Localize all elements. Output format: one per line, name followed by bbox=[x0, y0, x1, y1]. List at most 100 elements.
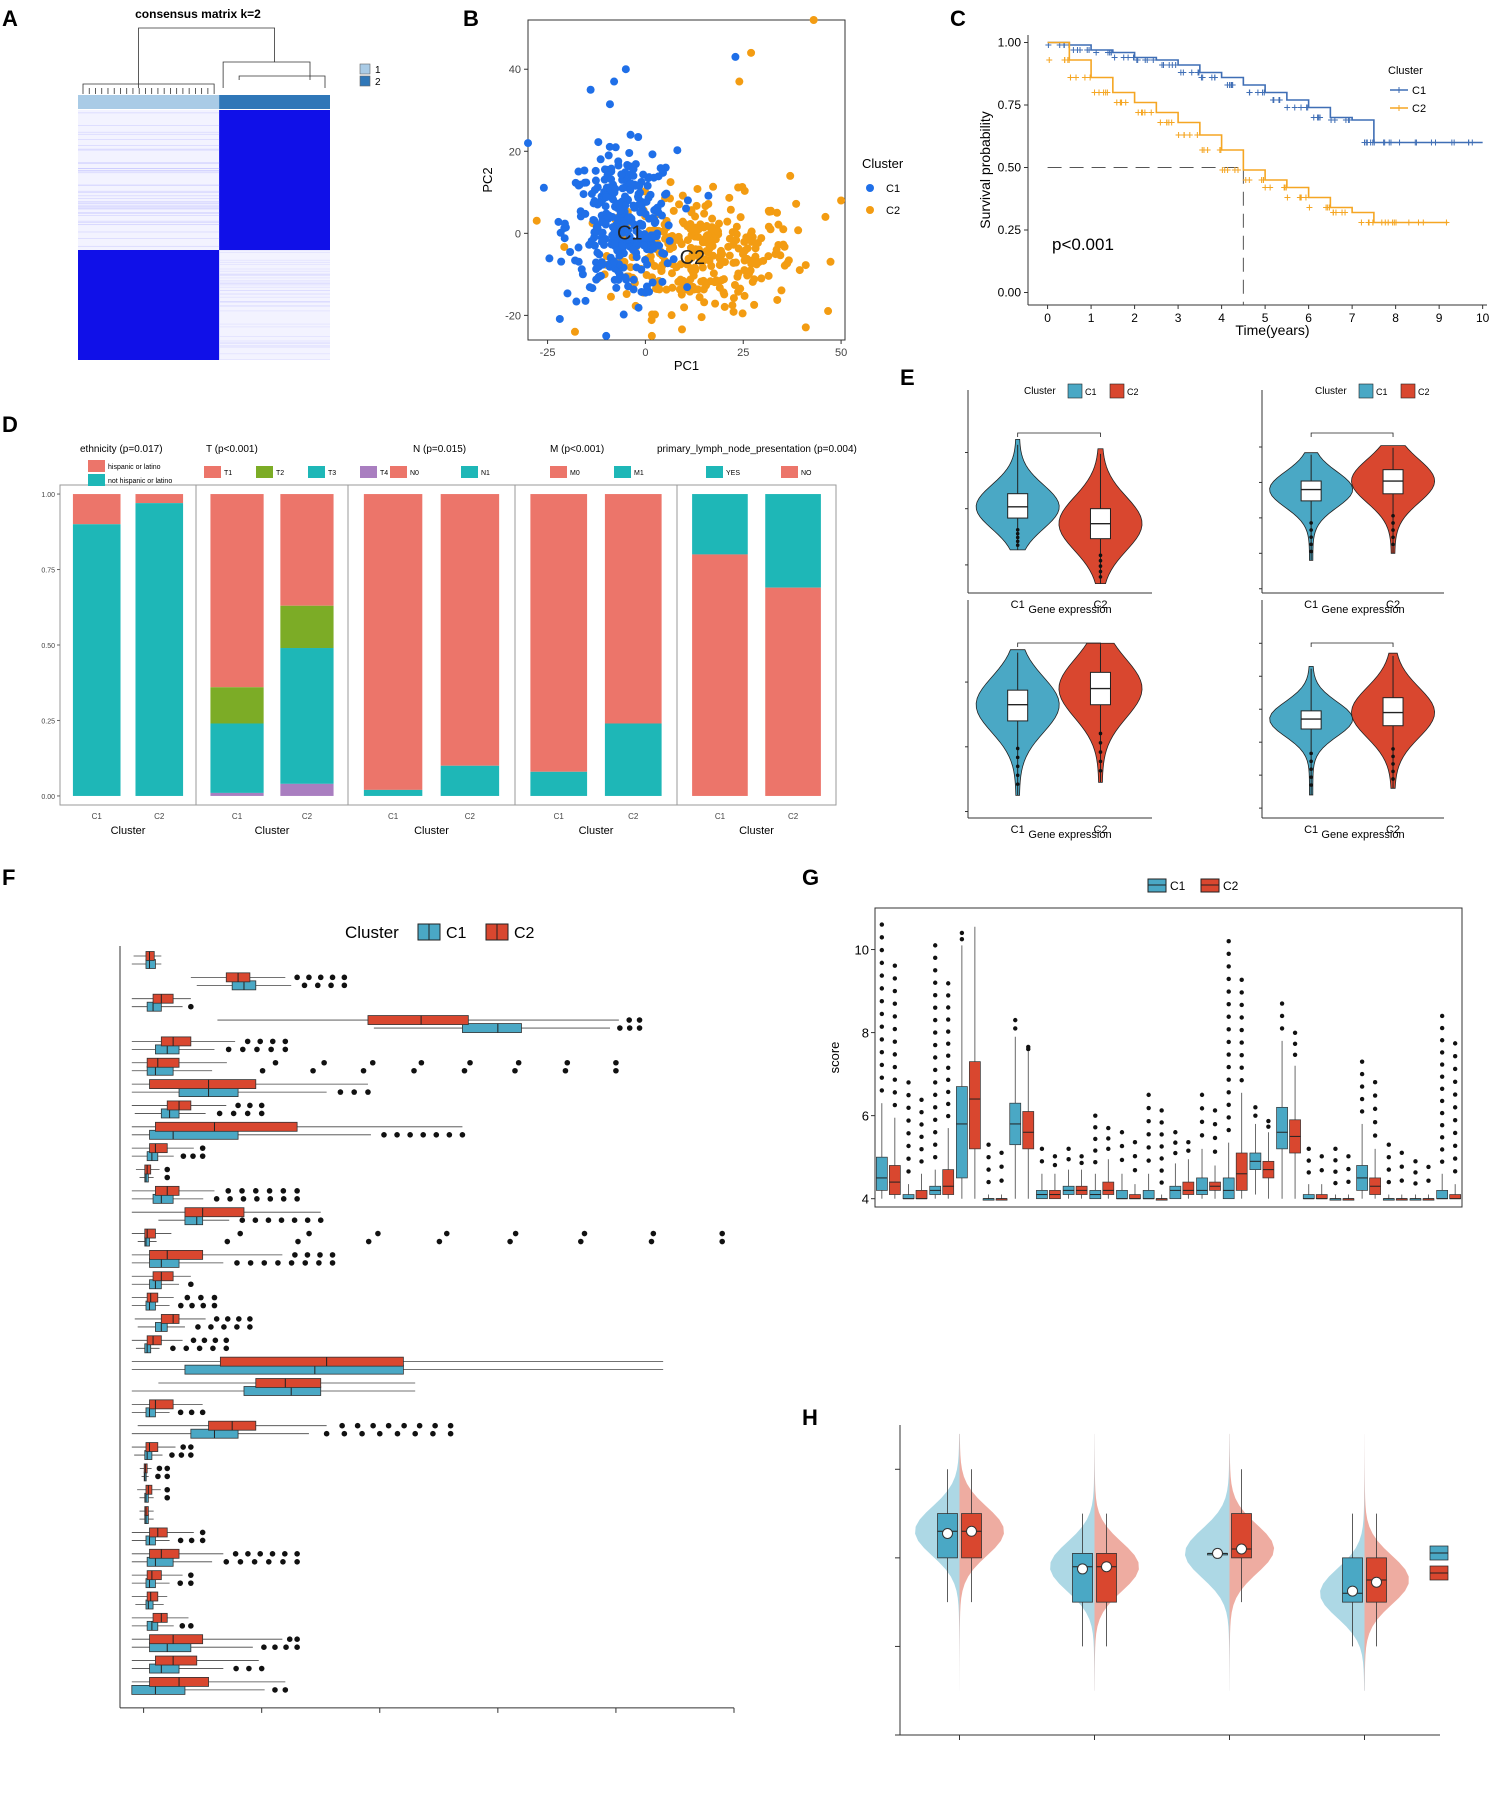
x-tick-label: 3 bbox=[1175, 311, 1182, 325]
censor-mark bbox=[1175, 132, 1182, 138]
outlier-point bbox=[515, 1059, 522, 1066]
censor-mark bbox=[1358, 219, 1365, 226]
point-c2 bbox=[719, 288, 728, 297]
censor-mark bbox=[1181, 132, 1188, 138]
centroid-label: C2 bbox=[680, 247, 706, 269]
outlier-point bbox=[155, 1473, 161, 1480]
point-c1 bbox=[626, 130, 635, 139]
box-c2 bbox=[149, 1548, 180, 1559]
outlier-point bbox=[1439, 1147, 1445, 1152]
point-c1 bbox=[545, 254, 554, 263]
point-c2 bbox=[795, 266, 804, 275]
outlier-point bbox=[258, 1110, 265, 1117]
point-c1 bbox=[629, 275, 638, 284]
outlier-point bbox=[394, 1132, 400, 1138]
point-c2 bbox=[750, 300, 759, 309]
box-c2 bbox=[1096, 1553, 1117, 1603]
panel-a-title: consensus matrix k=2 bbox=[135, 7, 261, 21]
significance-bracket bbox=[1017, 432, 1101, 437]
legend-label: C2 bbox=[514, 925, 535, 942]
censor-mark bbox=[1415, 219, 1422, 226]
outlier-point bbox=[892, 1014, 898, 1019]
y-tick-label: 0.00 bbox=[41, 794, 55, 801]
outlier-point bbox=[562, 1067, 569, 1074]
outlier-point bbox=[1173, 1140, 1178, 1145]
censor-mark bbox=[1141, 109, 1148, 116]
outlier-point bbox=[1098, 575, 1103, 579]
outlier-point bbox=[879, 1049, 885, 1055]
censor-mark bbox=[1283, 184, 1290, 191]
outlier-point bbox=[257, 1551, 264, 1557]
y-axis-label: score bbox=[827, 1042, 842, 1074]
outlier-point bbox=[1266, 1124, 1271, 1129]
x-tick-label: -25 bbox=[540, 347, 556, 359]
box-c2 bbox=[1449, 1194, 1462, 1200]
outlier-point bbox=[239, 1217, 246, 1223]
outlier-point bbox=[232, 1551, 239, 1557]
outlier-point bbox=[1226, 939, 1231, 944]
outlier-point bbox=[272, 1687, 278, 1693]
outlier-point bbox=[1226, 1127, 1231, 1133]
outlier-point bbox=[223, 1345, 230, 1352]
outlier-point bbox=[1399, 1164, 1404, 1169]
x-tick-label: C1 bbox=[1304, 599, 1318, 611]
outlier-point bbox=[189, 1302, 195, 1309]
legend-label: hispanic or latino bbox=[108, 464, 161, 471]
outlier-point bbox=[188, 1444, 194, 1450]
outlier-point bbox=[236, 1316, 242, 1322]
outlier-point bbox=[1239, 1002, 1244, 1008]
significance-bracket bbox=[1310, 642, 1394, 647]
x-axis-label: Gene expression bbox=[1028, 604, 1111, 616]
x-tick-label: 4 bbox=[1218, 311, 1225, 325]
outlier-point bbox=[1452, 1130, 1458, 1136]
point-c2 bbox=[734, 244, 743, 253]
outlier-point bbox=[416, 1422, 423, 1429]
point-c2 bbox=[674, 277, 683, 286]
outlier-point bbox=[294, 1644, 300, 1650]
x-tick-label: 0 bbox=[1044, 311, 1051, 325]
outlier-point bbox=[341, 974, 348, 981]
point-c1 bbox=[631, 160, 640, 169]
legend-label: T4 bbox=[380, 470, 388, 477]
censor-mark bbox=[1306, 204, 1313, 211]
mean-point bbox=[966, 1525, 977, 1537]
half-violin-c1 bbox=[915, 1433, 960, 1691]
outlier-point bbox=[1359, 1109, 1365, 1114]
outlier-point bbox=[906, 1156, 911, 1161]
point-c1 bbox=[595, 250, 604, 259]
outlier-point bbox=[294, 1188, 300, 1194]
legend-swatch bbox=[781, 466, 798, 478]
mean-point bbox=[1212, 1547, 1223, 1559]
outlier-point bbox=[247, 1102, 253, 1109]
point-c1 bbox=[610, 77, 619, 86]
box-c2 bbox=[146, 1570, 162, 1581]
censor-mark bbox=[1428, 139, 1435, 146]
box-c2 bbox=[1102, 1181, 1115, 1195]
point-c1 bbox=[566, 248, 575, 257]
outlier-point bbox=[1013, 1026, 1018, 1031]
outlier-point bbox=[959, 930, 965, 936]
legend-label: C1 bbox=[1170, 879, 1186, 893]
point-c2 bbox=[792, 199, 801, 208]
outlier-point bbox=[188, 1003, 194, 1010]
outlier-point bbox=[213, 1196, 220, 1202]
censor-mark bbox=[1186, 132, 1193, 138]
panel-a-letter: A bbox=[2, 6, 18, 31]
outlier-point bbox=[188, 1537, 195, 1544]
point-c2 bbox=[777, 286, 786, 295]
outlier-point bbox=[267, 1196, 274, 1202]
outlier-point bbox=[906, 1169, 911, 1174]
censor-mark bbox=[1260, 177, 1267, 183]
legend-label-c1: C1 bbox=[886, 183, 900, 195]
outlier-point bbox=[879, 1037, 885, 1042]
outlier-point bbox=[306, 1230, 312, 1237]
outlier-point bbox=[617, 1025, 623, 1031]
outlier-point bbox=[1346, 1154, 1351, 1159]
outlier-point bbox=[275, 1260, 281, 1266]
point-c1 bbox=[555, 314, 564, 323]
y-tick-label: 8 bbox=[862, 1026, 869, 1041]
outlier-point bbox=[294, 1636, 300, 1642]
point-c1 bbox=[590, 197, 599, 206]
point-c2 bbox=[773, 295, 782, 304]
point-c1 bbox=[539, 183, 548, 192]
